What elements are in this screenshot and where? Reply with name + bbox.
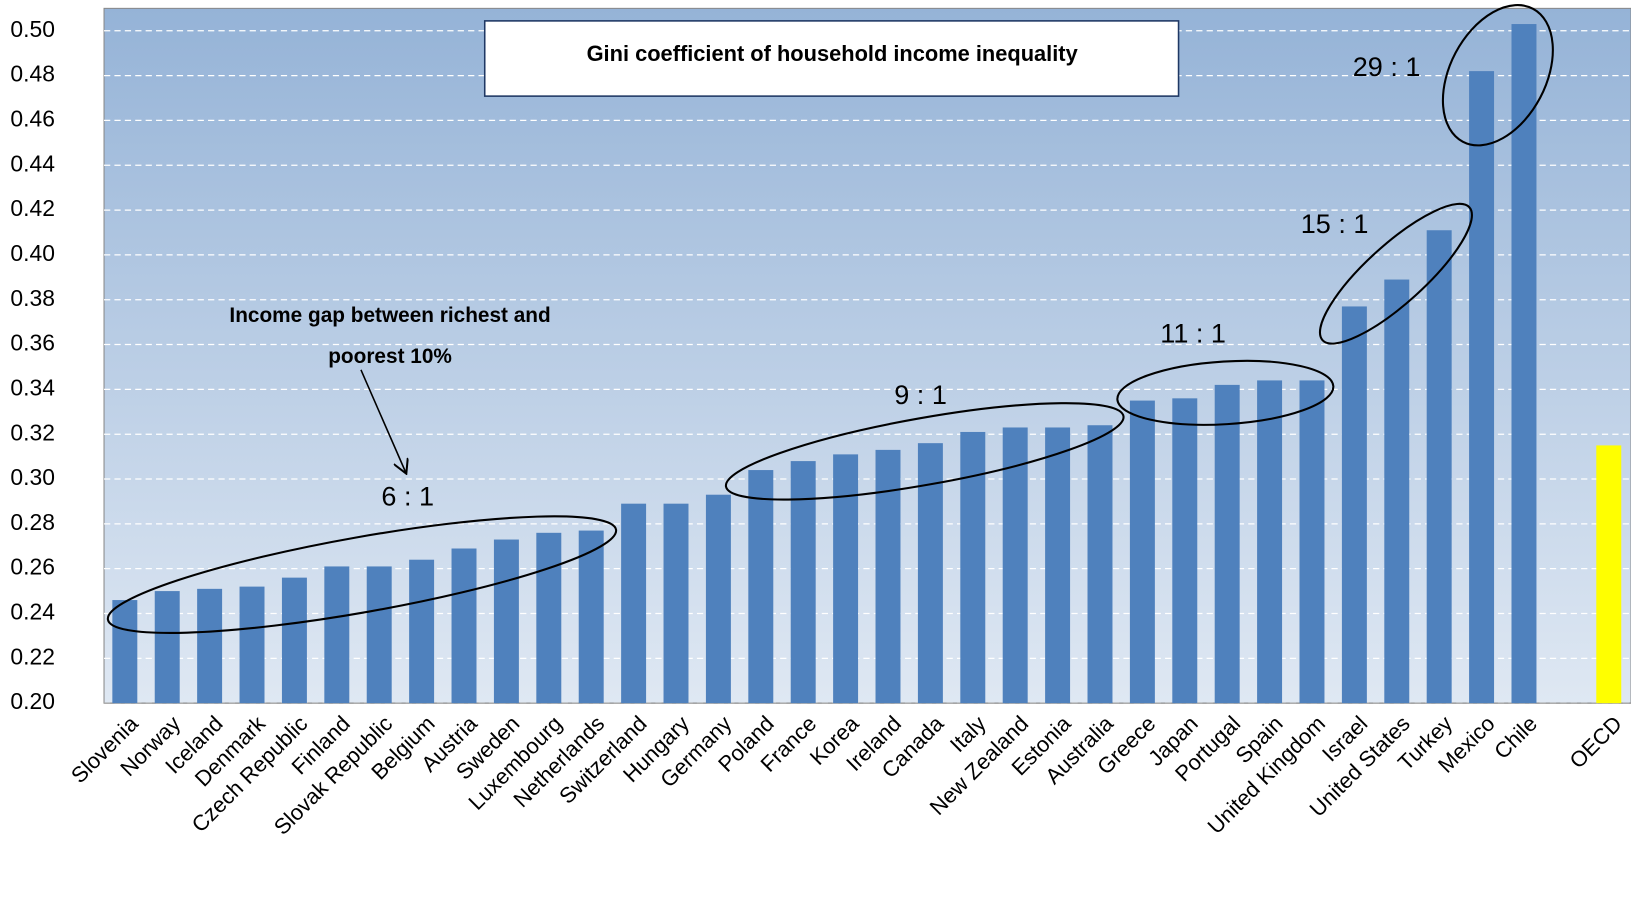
bar: [536, 532, 562, 704]
annotation: 11 : 1: [1160, 317, 1226, 348]
bar: [324, 566, 350, 704]
bar: [1002, 427, 1028, 704]
y-tick-label: 0.34: [10, 374, 55, 400]
bar: [281, 577, 307, 704]
y-tick-label: 0.44: [10, 150, 55, 176]
bar: [1257, 380, 1283, 704]
y-tick-label: 0.20: [10, 688, 55, 714]
bar: [875, 449, 901, 704]
annotation: poorest 10%: [328, 345, 452, 368]
bar: [1087, 425, 1113, 704]
bar: [621, 503, 647, 704]
bar: [154, 591, 180, 704]
bar: [1469, 71, 1495, 704]
bar: [1341, 306, 1367, 704]
group-ellipse: [1441, 4, 1554, 147]
y-tick-label: 0.38: [10, 285, 55, 311]
bar: [748, 470, 774, 704]
y-tick-label: 0.50: [10, 16, 55, 42]
bar: [1045, 427, 1071, 704]
x-tick-label: Chile: [1489, 711, 1542, 764]
annotation: 29 : 1: [1353, 51, 1421, 82]
bar: [790, 461, 816, 704]
bar: [705, 494, 731, 704]
group-ellipse: [724, 402, 1125, 501]
bar: [1511, 24, 1537, 704]
y-tick-label: 0.42: [10, 195, 55, 221]
bar: [663, 503, 689, 704]
y-tick-label: 0.24: [10, 599, 55, 625]
y-tick-label: 0.46: [10, 105, 55, 131]
plot-root: 0.20 0.22 0.24 0.26 0.28 0.30 0.32 0.34 0.36 0.38…: [10, 4, 1631, 840]
bar: [451, 548, 477, 704]
y-tick-label: 0.36: [10, 330, 55, 356]
annotation: 15 : 1: [1301, 208, 1369, 239]
bar: [1299, 380, 1325, 704]
bar: [239, 586, 265, 704]
bar: [493, 539, 519, 704]
annotation: Income gap between richest and: [229, 304, 550, 327]
bar: [409, 559, 435, 704]
group-ellipse: [106, 515, 618, 634]
bar: [960, 431, 986, 704]
bar: [833, 454, 859, 704]
annotation-arrow: [360, 369, 406, 472]
group-ellipse: [1116, 359, 1335, 426]
bar: [366, 566, 392, 704]
y-tick-label: 0.40: [10, 240, 55, 266]
plot-area: [103, 7, 1631, 704]
annotation: 6 : 1: [381, 480, 434, 511]
title-box: [483, 20, 1180, 97]
y-tick-label: 0.26: [10, 554, 55, 580]
chart-title: Gini coefficient of household income ine…: [587, 41, 1079, 66]
bar: [1596, 445, 1622, 704]
bar: [1172, 398, 1198, 704]
x-tick-label: OECD: [1565, 711, 1627, 774]
bar: [197, 588, 223, 704]
bar: [1426, 230, 1452, 704]
y-tick-label: 0.30: [10, 464, 55, 490]
bar: [1384, 279, 1410, 704]
bar: [1129, 400, 1155, 704]
annotation: 9 : 1: [894, 379, 947, 410]
y-tick-label: 0.32: [10, 419, 55, 445]
group-ellipse: [1318, 202, 1473, 345]
bar: [578, 530, 604, 704]
y-tick-label: 0.28: [10, 509, 55, 535]
bar: [1214, 384, 1240, 704]
y-tick-label: 0.22: [10, 643, 55, 669]
y-tick-label: 0.48: [10, 61, 55, 87]
bar: [112, 600, 138, 704]
